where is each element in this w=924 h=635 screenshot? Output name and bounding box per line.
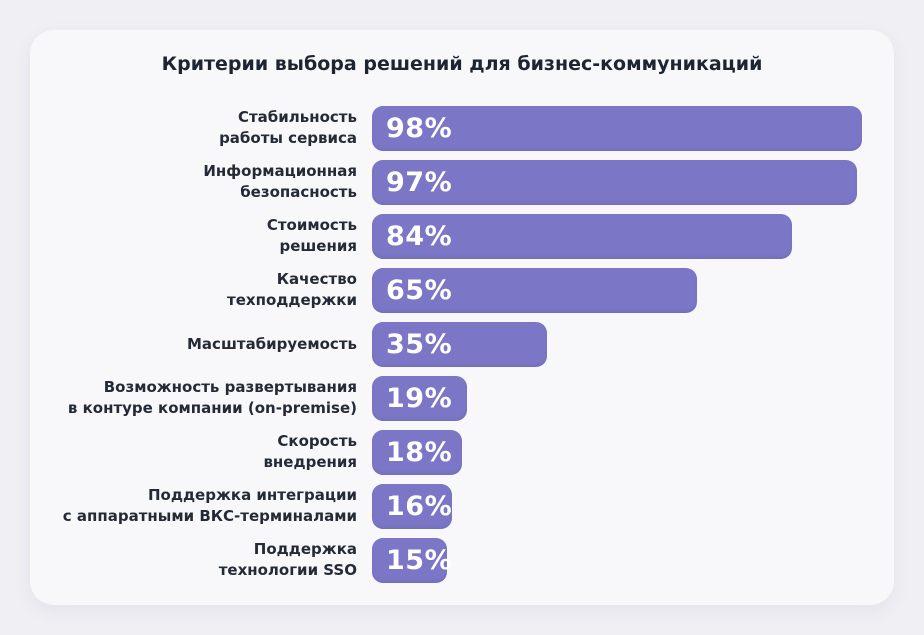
- bar-category-label: Поддержка интеграции с аппаратными ВКС-т…: [62, 486, 357, 525]
- bar-category-label: Качество техподдержки: [227, 270, 357, 309]
- bar-category-label: Стоимость решения: [266, 216, 357, 255]
- bar-track: 65%: [372, 267, 872, 313]
- bar-value-label: 84%: [386, 220, 453, 252]
- bar-row: Стоимость решения 84%: [30, 209, 894, 263]
- bar: 84%: [372, 213, 792, 259]
- bar: 97%: [372, 159, 857, 205]
- bar-track: 18%: [372, 429, 872, 475]
- bar-track: 16%: [372, 483, 872, 529]
- bar-row: Стабильность работы сервиса 98%: [30, 101, 894, 155]
- bar-row: Поддержка технологии SSO 15%: [30, 533, 894, 587]
- bar-row: Возможность развертывания в контуре комп…: [30, 371, 894, 425]
- bar-value-label: 98%: [386, 112, 453, 144]
- bar-row: Качество техподдержки 65%: [30, 263, 894, 317]
- bar: 19%: [372, 375, 467, 421]
- bar-category-label: Информационная безопасность: [203, 162, 357, 201]
- bar-track: 84%: [372, 213, 872, 259]
- bar-track: 97%: [372, 159, 872, 205]
- bar-value-label: 15%: [386, 544, 453, 576]
- bar-category-label: Поддержка технологии SSO: [218, 540, 357, 579]
- bar-track: 19%: [372, 375, 872, 421]
- bar-value-label: 16%: [386, 490, 453, 522]
- bar: 16%: [372, 483, 453, 529]
- bar-row: Поддержка интеграции с аппаратными ВКС-т…: [30, 479, 894, 533]
- bar-category-label: Масштабируемость: [187, 334, 357, 353]
- bar: 98%: [372, 105, 862, 151]
- bar-row: Масштабируемость 35%: [30, 317, 894, 371]
- bar: 35%: [372, 321, 547, 367]
- bar-track: 35%: [372, 321, 872, 367]
- bar-value-label: 97%: [386, 166, 453, 198]
- bar-chart: Стабильность работы сервиса 98% Информац…: [30, 101, 894, 587]
- bar-value-label: 18%: [386, 436, 453, 468]
- bar-track: 15%: [372, 537, 872, 583]
- bar: 18%: [372, 429, 462, 475]
- bar-value-label: 19%: [386, 382, 453, 414]
- chart-title: Критерии выбора решений для бизнес-комму…: [161, 53, 763, 75]
- bar-category-label: Стабильность работы сервиса: [219, 108, 357, 147]
- bar-value-label: 65%: [386, 274, 453, 306]
- bar-track: 98%: [372, 105, 872, 151]
- bar: 15%: [372, 537, 452, 583]
- chart-card: Критерии выбора решений для бизнес-комму…: [30, 30, 894, 605]
- bar-row: Скорость внедрения 18%: [30, 425, 894, 479]
- bar-value-label: 35%: [386, 328, 453, 360]
- bar-category-label: Возможность развертывания в контуре комп…: [67, 378, 357, 417]
- bar-row: Информационная безопасность 97%: [30, 155, 894, 209]
- bar: 65%: [372, 267, 697, 313]
- bar-category-label: Скорость внедрения: [263, 432, 357, 471]
